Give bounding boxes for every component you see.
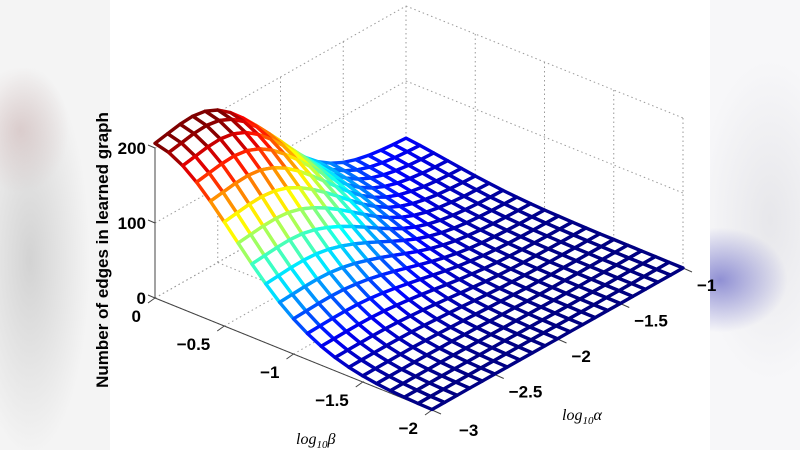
y-tick-label: −2: [399, 419, 418, 438]
z-tick-label: 0: [137, 289, 146, 308]
y-tick-label: −1.5: [315, 391, 349, 410]
z-tick-label: 100: [118, 214, 146, 233]
y-axis-label: log10β: [296, 431, 335, 450]
x-tick-label: −3: [459, 421, 478, 440]
x-tick-label: −2: [572, 347, 591, 366]
y-tick-label: −0.5: [177, 335, 211, 354]
x-tick-label: −2.5: [509, 383, 543, 402]
z-axis-label: Number of edges in learned graph: [93, 112, 112, 388]
z-tick-label: 200: [118, 139, 146, 158]
blurred-background-left: [0, 0, 110, 450]
x-tick-label: −1.5: [634, 312, 668, 331]
x-tick-label: −1: [697, 276, 716, 295]
y-tick-label: −1: [260, 363, 279, 382]
surface-mesh: [153, 108, 685, 412]
blurred-background-right: [710, 0, 800, 450]
tick-labels: 0 100 200 0 −0.5 −1 −1.5 −2 −3 −2.5 −2 −1.5 −1: [118, 139, 717, 440]
y-tick-label: 0: [132, 307, 141, 326]
x-axis-label: log10α: [562, 407, 602, 427]
